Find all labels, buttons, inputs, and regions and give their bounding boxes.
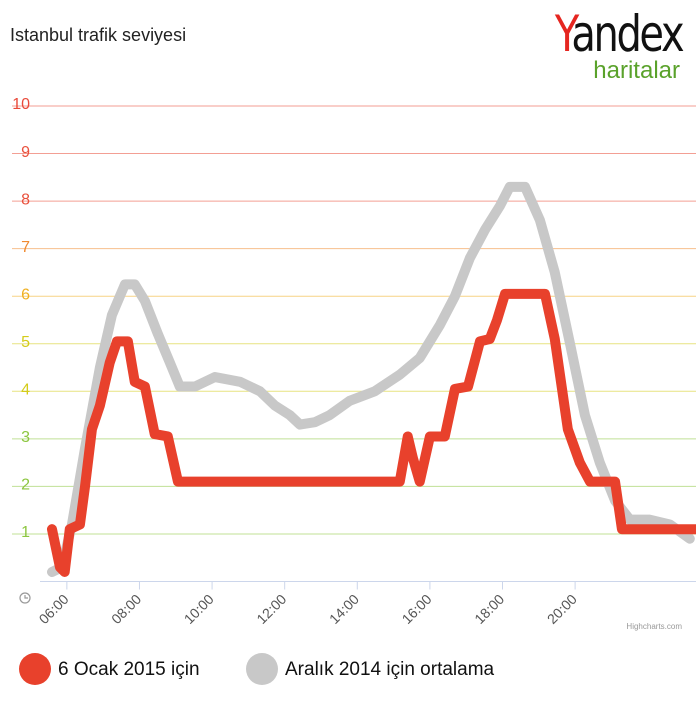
chart-title: Istanbul trafik seviyesi [10,25,186,45]
y-tick-label: 9 [21,144,30,161]
x-tick-label: 12:00 [253,591,289,627]
series-line [46,181,695,577]
y-tick-label: 1 [21,524,30,541]
logo-brand: Yandex [554,5,685,63]
logo: Yandex haritalar [523,5,685,84]
x-tick-label: 16:00 [399,591,435,627]
x-tick-label: 14:00 [326,591,362,627]
series-line [46,288,696,577]
y-tick-label: 3 [21,429,30,446]
x-tick-label: 20:00 [544,591,580,627]
x-tick-label: 06:00 [36,591,72,627]
y-tick-label: 4 [21,382,30,399]
legend-symbol [246,653,278,685]
x-tick-label: 08:00 [108,591,144,627]
y-tick-label: 8 [21,191,30,208]
credit: Highcharts.com [626,622,682,631]
y-tick-label: 10 [12,96,30,113]
x-tick-label: 10:00 [181,591,217,627]
x-tick-label: 18:00 [471,591,507,627]
y-tick-label: 6 [21,286,30,303]
legend-symbol [19,653,51,685]
y-tick-label: 7 [21,239,30,256]
logo-sub: haritalar [593,57,680,84]
legend-label: 6 Ocak 2015 için [58,659,200,680]
y-tick-label: 2 [21,477,30,494]
clock-icon [19,592,31,604]
legend-label: Aralık 2014 için ortalama [285,659,495,680]
y-tick-label: 5 [21,334,30,351]
